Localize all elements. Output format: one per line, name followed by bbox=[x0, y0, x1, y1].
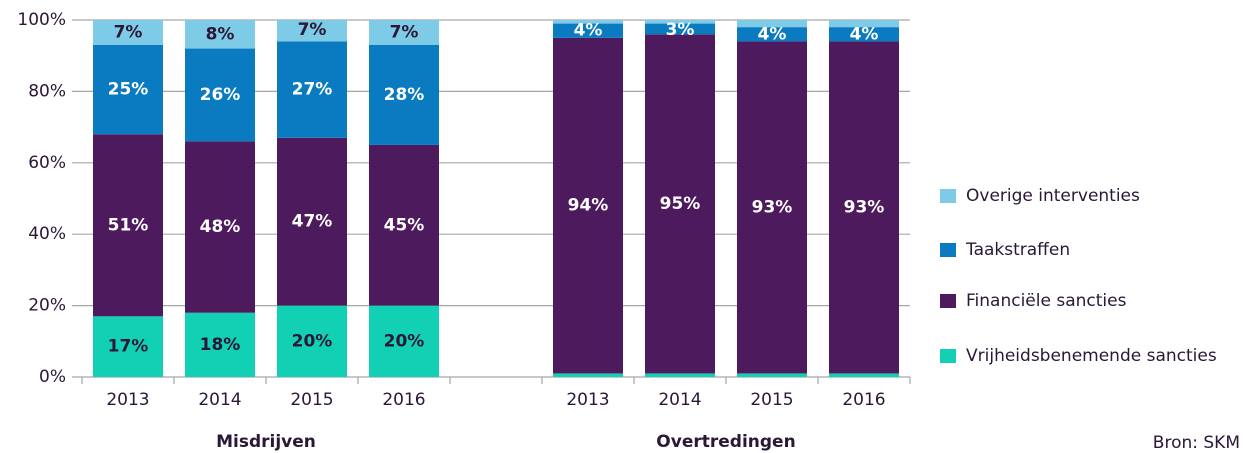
bar-segment bbox=[369, 305, 439, 377]
bar-segment bbox=[645, 373, 715, 377]
data-label: 48% bbox=[200, 217, 241, 237]
y-tick-label: 20% bbox=[28, 296, 66, 316]
data-label: 4% bbox=[758, 24, 787, 44]
bar-segment bbox=[829, 41, 899, 374]
legend-swatch bbox=[940, 294, 956, 308]
bar-segment bbox=[737, 27, 807, 42]
bar-segment bbox=[185, 48, 255, 142]
data-label: 94% bbox=[568, 196, 609, 216]
legend-swatch bbox=[940, 189, 956, 203]
data-label: 18% bbox=[200, 335, 241, 355]
bar-segment bbox=[553, 23, 623, 38]
bar-segment bbox=[645, 34, 715, 374]
bar-segment bbox=[829, 373, 899, 377]
x-tick-label: 2014 bbox=[658, 390, 701, 410]
x-tick-label: 2013 bbox=[106, 390, 149, 410]
bar-segment bbox=[645, 20, 715, 24]
x-tick-label: 2015 bbox=[290, 390, 333, 410]
data-label: 7% bbox=[114, 22, 143, 42]
bar-segment bbox=[277, 20, 347, 42]
x-tick-label: 2013 bbox=[566, 390, 609, 410]
bar-segment bbox=[93, 316, 163, 377]
bars bbox=[93, 20, 899, 377]
bar-segment bbox=[185, 20, 255, 49]
data-label: 7% bbox=[298, 20, 327, 40]
bar-segment bbox=[369, 44, 439, 145]
bar-segment bbox=[553, 373, 623, 377]
data-label: 47% bbox=[292, 212, 333, 232]
x-tick-label: 2014 bbox=[198, 390, 241, 410]
bar-segment bbox=[737, 373, 807, 377]
data-label: 45% bbox=[384, 215, 425, 235]
bar-segment bbox=[369, 144, 439, 306]
data-label: 7% bbox=[390, 22, 419, 42]
bar-segment bbox=[277, 137, 347, 306]
data-label: 27% bbox=[292, 80, 333, 100]
source: Bron: SKM bbox=[1153, 433, 1240, 453]
group-label: Overtredingen bbox=[656, 432, 795, 452]
data-label: 4% bbox=[850, 24, 879, 44]
bar-segment bbox=[277, 305, 347, 377]
data-label: 20% bbox=[292, 331, 333, 351]
data-label: 26% bbox=[200, 85, 241, 105]
bar-segment bbox=[829, 27, 899, 42]
bar-segment bbox=[93, 134, 163, 317]
legend-label: Vrijheidsbenemende sancties bbox=[966, 346, 1217, 366]
data-label: 17% bbox=[108, 337, 149, 357]
bar-segment bbox=[93, 20, 163, 45]
x-tick-label: 2015 bbox=[750, 390, 793, 410]
legend-label: Overige interventies bbox=[966, 186, 1140, 206]
data-label: 93% bbox=[844, 197, 885, 217]
bar-segment bbox=[553, 37, 623, 374]
bar-segment bbox=[93, 44, 163, 135]
data-label: 28% bbox=[384, 85, 425, 105]
group-label: Misdrijven bbox=[216, 432, 316, 452]
data-label: 51% bbox=[108, 215, 149, 235]
bar-segment bbox=[277, 41, 347, 138]
bar-segment bbox=[645, 23, 715, 35]
data-label: 8% bbox=[206, 24, 235, 44]
data-label: 20% bbox=[384, 331, 425, 351]
y-tick-label: 60% bbox=[28, 153, 66, 173]
data-label: 4% bbox=[574, 21, 603, 41]
bar-segment bbox=[829, 20, 899, 28]
legend-swatch bbox=[940, 243, 956, 257]
legend-swatch bbox=[940, 349, 956, 363]
data-label: 3% bbox=[666, 20, 695, 40]
bar-segment bbox=[185, 312, 255, 377]
bar-segment bbox=[737, 20, 807, 28]
data-label: 25% bbox=[108, 80, 149, 100]
y-tick-label: 0% bbox=[39, 367, 66, 387]
y-tick-label: 80% bbox=[28, 81, 66, 101]
x-tick-label: 2016 bbox=[382, 390, 425, 410]
x-tick-label: 2016 bbox=[842, 390, 885, 410]
bar-segment bbox=[369, 20, 439, 45]
legend-label: Taakstraffen bbox=[965, 240, 1070, 260]
y-tick-label: 100% bbox=[17, 10, 66, 30]
bar-segment bbox=[185, 141, 255, 313]
data-label: 93% bbox=[752, 197, 793, 217]
y-tick-label: 40% bbox=[28, 224, 66, 244]
data-label: 95% bbox=[660, 194, 701, 214]
legend-label: Financiële sancties bbox=[966, 291, 1127, 311]
bar-segment bbox=[737, 41, 807, 374]
bar-segment bbox=[553, 20, 623, 24]
